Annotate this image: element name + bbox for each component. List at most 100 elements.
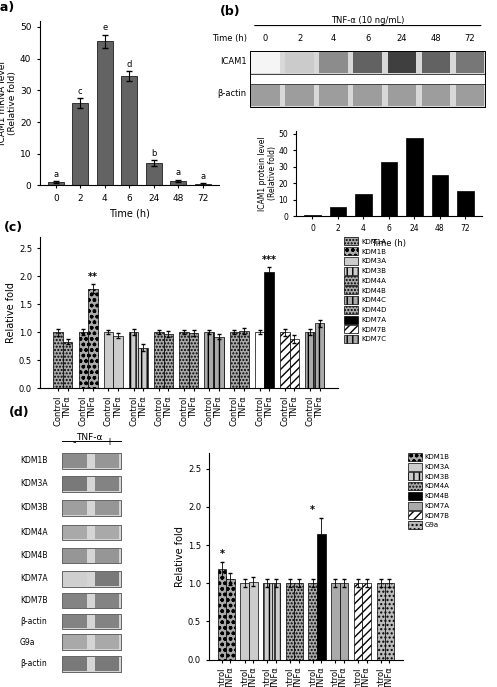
- Bar: [95, 477, 119, 491]
- Text: d: d: [127, 60, 132, 69]
- Bar: [64, 549, 87, 563]
- Text: KDM7A: KDM7A: [20, 574, 48, 583]
- Bar: [62, 548, 121, 563]
- Bar: [95, 657, 119, 671]
- Bar: [290, 339, 299, 388]
- Bar: [385, 583, 394, 660]
- Bar: [285, 85, 314, 106]
- Text: KDM4B: KDM4B: [20, 551, 47, 560]
- Text: *: *: [219, 549, 224, 559]
- Bar: [263, 583, 271, 660]
- Bar: [63, 341, 73, 388]
- Text: (b): (b): [220, 5, 241, 19]
- Bar: [362, 583, 371, 660]
- Bar: [230, 333, 239, 388]
- Bar: [285, 52, 314, 73]
- Bar: [317, 534, 326, 660]
- Bar: [354, 583, 362, 660]
- Bar: [377, 583, 385, 660]
- Bar: [88, 289, 97, 388]
- Bar: [64, 594, 87, 607]
- Bar: [62, 500, 121, 516]
- Legend: KDM1B, KDM3A, KDM3B, KDM4A, KDM4B, KDM7A, KDM7B, G9a: KDM1B, KDM3A, KDM3B, KDM4A, KDM4B, KDM7A…: [408, 453, 450, 529]
- Text: KDM3B: KDM3B: [20, 504, 47, 513]
- Bar: [456, 52, 485, 73]
- Bar: [388, 52, 416, 73]
- Text: 2: 2: [297, 34, 302, 43]
- Bar: [218, 570, 226, 660]
- Bar: [62, 634, 121, 650]
- Bar: [62, 571, 121, 587]
- Bar: [64, 572, 87, 585]
- Bar: [250, 51, 486, 106]
- Bar: [280, 333, 290, 388]
- Bar: [353, 85, 382, 106]
- Text: (a): (a): [0, 1, 15, 14]
- Text: 4: 4: [331, 34, 336, 43]
- Bar: [294, 583, 303, 660]
- Bar: [388, 85, 416, 106]
- Bar: [121, 76, 137, 185]
- Text: 0: 0: [263, 34, 268, 43]
- Bar: [381, 162, 397, 216]
- Bar: [308, 583, 317, 660]
- Bar: [195, 184, 211, 185]
- Text: (d): (d): [9, 406, 29, 419]
- Bar: [139, 348, 148, 388]
- Bar: [48, 182, 64, 185]
- Bar: [331, 583, 340, 660]
- Bar: [95, 502, 119, 515]
- Bar: [64, 635, 87, 649]
- Bar: [154, 333, 164, 388]
- Bar: [62, 613, 121, 629]
- Text: *: *: [310, 505, 315, 515]
- Text: β-actin: β-actin: [20, 617, 47, 626]
- Bar: [95, 594, 119, 607]
- Bar: [320, 85, 348, 106]
- Bar: [104, 333, 113, 388]
- Text: G9a: G9a: [20, 638, 35, 646]
- Bar: [330, 207, 346, 216]
- Bar: [62, 476, 121, 492]
- Bar: [340, 583, 348, 660]
- Text: **: **: [88, 272, 98, 282]
- Bar: [62, 453, 121, 469]
- X-axis label: Time (h): Time (h): [109, 208, 150, 218]
- Bar: [251, 52, 280, 73]
- Text: KDM4A: KDM4A: [20, 528, 48, 537]
- Bar: [214, 337, 224, 388]
- Bar: [255, 333, 264, 388]
- Bar: [64, 657, 87, 671]
- Text: a: a: [175, 168, 181, 177]
- Text: ICAM1: ICAM1: [220, 57, 247, 66]
- Text: +: +: [104, 438, 113, 447]
- Y-axis label: ICAM1 mRNA level
(Relative fold): ICAM1 mRNA level (Relative fold): [0, 61, 17, 145]
- Bar: [62, 656, 121, 672]
- Text: 24: 24: [397, 34, 407, 43]
- Bar: [79, 333, 88, 388]
- Y-axis label: ICAM1 protein level
(Relative fold): ICAM1 protein level (Relative fold): [257, 136, 277, 211]
- Text: e: e: [102, 23, 107, 32]
- Text: 48: 48: [430, 34, 441, 43]
- Bar: [64, 614, 87, 629]
- Text: β-actin: β-actin: [20, 660, 47, 668]
- Bar: [251, 85, 280, 106]
- Bar: [406, 138, 422, 216]
- Y-axis label: Relative fold: Relative fold: [6, 282, 16, 343]
- Y-axis label: Relative fold: Relative fold: [175, 526, 185, 587]
- Bar: [456, 85, 485, 106]
- Bar: [204, 333, 214, 388]
- Bar: [353, 52, 382, 73]
- Bar: [320, 52, 348, 73]
- X-axis label: Time (h): Time (h): [371, 238, 407, 247]
- Text: Time (h): Time (h): [212, 34, 247, 43]
- Legend: KDM1A, KDM1B, KDM3A, KDM3B, KDM4A, KDM4B, KDM4C, KDM4D, KDM7A, KDM7B, KDM7C: KDM1A, KDM1B, KDM3A, KDM3B, KDM4A, KDM4B…: [344, 238, 387, 343]
- Bar: [315, 323, 325, 388]
- Text: TNF-α: TNF-α: [76, 433, 103, 442]
- Text: ***: ***: [262, 255, 277, 265]
- Text: -: -: [72, 438, 76, 447]
- Bar: [304, 215, 321, 216]
- Bar: [271, 583, 280, 660]
- Bar: [64, 526, 87, 539]
- Bar: [431, 175, 448, 216]
